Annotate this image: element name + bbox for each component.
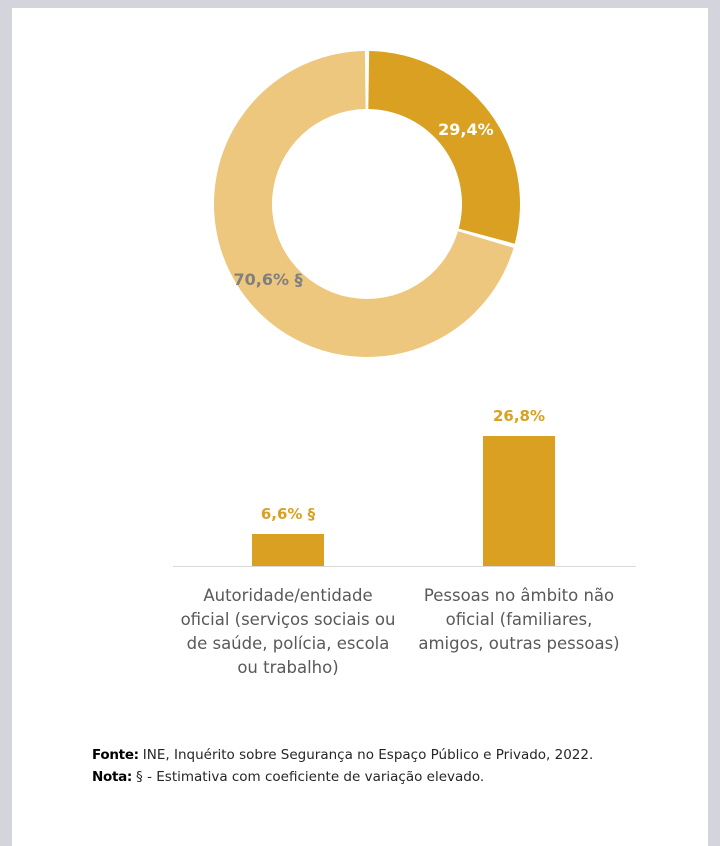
chart-panel (12, 0, 708, 846)
donut-slice (214, 51, 514, 357)
footnotes: Fonte: INE, Inquérito sobre Segurança no … (92, 744, 593, 788)
source-note: Fonte: INE, Inquérito sobre Segurança no … (92, 744, 593, 766)
bar-category-label: Pessoas no âmbito não oficial (familiare… (418, 586, 620, 653)
note-key: Nota: (92, 769, 133, 785)
variance-note: Nota: § - Estimativa com coeficiente de v… (92, 766, 593, 788)
donut-data-label: 29,4% (438, 120, 494, 139)
bar-data-label: 6,6% § (261, 505, 316, 523)
bar (483, 436, 555, 566)
note-text: § - Estimativa com coeficiente de variaç… (136, 769, 485, 785)
bar-data-label: 26,8% (493, 407, 545, 425)
source-key: Fonte: (92, 747, 139, 763)
donut-data-label: 70,6% § (234, 270, 303, 289)
bar-category-label: Autoridade/entidade oficial (serviços so… (180, 586, 396, 677)
donut-slice (368, 51, 520, 244)
source-text: INE, Inquérito sobre Segurança no Espaço… (142, 747, 594, 763)
bar (252, 533, 324, 566)
